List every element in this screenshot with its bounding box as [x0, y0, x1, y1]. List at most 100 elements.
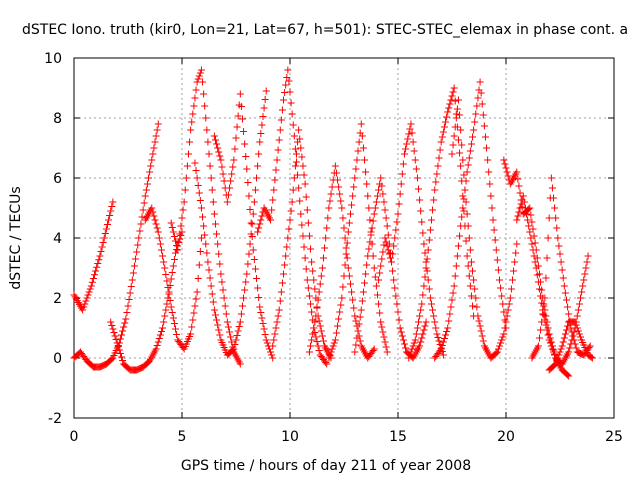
data-point: [383, 222, 391, 230]
data-point: [206, 274, 214, 282]
data-point: [312, 333, 320, 341]
data-point: [249, 210, 257, 218]
data-point: [466, 282, 474, 290]
data-point: [423, 255, 431, 263]
data-point: [254, 228, 262, 236]
data-point: [296, 197, 304, 205]
data-point: [189, 316, 197, 324]
data-point: [298, 153, 306, 161]
data-point: [381, 234, 389, 242]
y-tick-label: 10: [44, 51, 62, 67]
data-point: [280, 96, 288, 104]
data-point: [493, 348, 501, 356]
data-point: [415, 318, 423, 326]
data-point: [137, 220, 145, 228]
data-point: [436, 146, 444, 154]
data-point: [464, 161, 472, 169]
data-point: [426, 226, 434, 234]
data-point: [163, 300, 171, 308]
data-point: [439, 351, 447, 359]
data-point: [295, 184, 303, 192]
data-point: [196, 197, 204, 204]
data-point: [472, 294, 480, 302]
data-point: [154, 228, 162, 236]
data-point: [343, 239, 351, 247]
data-point: [431, 318, 439, 326]
data-point: [257, 309, 265, 316]
data-point: [273, 318, 281, 326]
data-point: [109, 325, 117, 333]
data-point: [521, 204, 529, 212]
data-point: [514, 175, 522, 183]
data-point: [307, 342, 315, 350]
data-point: [231, 145, 239, 153]
data-point: [575, 330, 583, 338]
data-point: [188, 118, 196, 126]
data-point: [366, 238, 374, 246]
data-point: [84, 291, 92, 299]
data-point: [395, 316, 403, 324]
data-point: [573, 324, 581, 332]
data-point: [109, 198, 117, 206]
data-point: [466, 147, 474, 155]
data-point: [391, 284, 399, 292]
data-point: [511, 258, 519, 266]
data-point: [430, 196, 438, 204]
data-point: [337, 197, 345, 205]
data-point: [447, 96, 455, 104]
data-series-15: [431, 78, 510, 362]
data-point: [453, 252, 461, 260]
data-point: [480, 122, 488, 130]
data-point: [208, 186, 216, 194]
data-point: [407, 348, 415, 356]
data-point: [467, 140, 475, 148]
data-point: [243, 165, 251, 173]
data-point: [260, 325, 268, 333]
data-point: [445, 317, 453, 325]
data-point: [328, 345, 336, 353]
data-point: [160, 318, 168, 326]
x-tick-label: 25: [605, 429, 623, 445]
data-point: [349, 296, 357, 304]
data-point: [107, 318, 115, 326]
data-point: [565, 310, 573, 318]
data-point: [177, 222, 185, 230]
data-point: [220, 294, 228, 302]
data-point: [399, 160, 407, 168]
data-point: [274, 146, 282, 154]
data-point: [209, 198, 217, 206]
data-point: [216, 331, 224, 339]
data-point: [515, 182, 523, 190]
data-point: [284, 66, 292, 74]
data-point: [380, 333, 388, 341]
data-point: [118, 331, 126, 339]
data-point: [432, 324, 440, 332]
data-point: [564, 303, 572, 311]
data-point: [194, 182, 202, 189]
data-point: [465, 272, 473, 280]
data-point: [477, 89, 485, 97]
data-point: [182, 174, 190, 182]
data-point: [555, 242, 563, 250]
data-point: [529, 246, 537, 254]
data-point: [479, 111, 487, 119]
data-point: [411, 336, 419, 344]
data-point: [86, 285, 94, 293]
data-point: [529, 225, 537, 233]
data-point: [541, 294, 549, 302]
data-point: [405, 354, 413, 362]
data-point: [278, 279, 286, 287]
data-point: [510, 267, 518, 275]
data-point: [588, 354, 596, 362]
x-tick-labels: 0 5 10 15 20 25: [70, 429, 623, 445]
data-point: [399, 336, 407, 344]
data-point: [372, 282, 380, 290]
data-point: [507, 285, 515, 293]
data-point: [352, 317, 360, 325]
data-point: [433, 330, 441, 338]
data-point: [203, 126, 211, 134]
data-point: [195, 189, 203, 197]
data-point: [310, 276, 318, 284]
data-point: [261, 96, 269, 103]
data-point: [362, 168, 370, 176]
